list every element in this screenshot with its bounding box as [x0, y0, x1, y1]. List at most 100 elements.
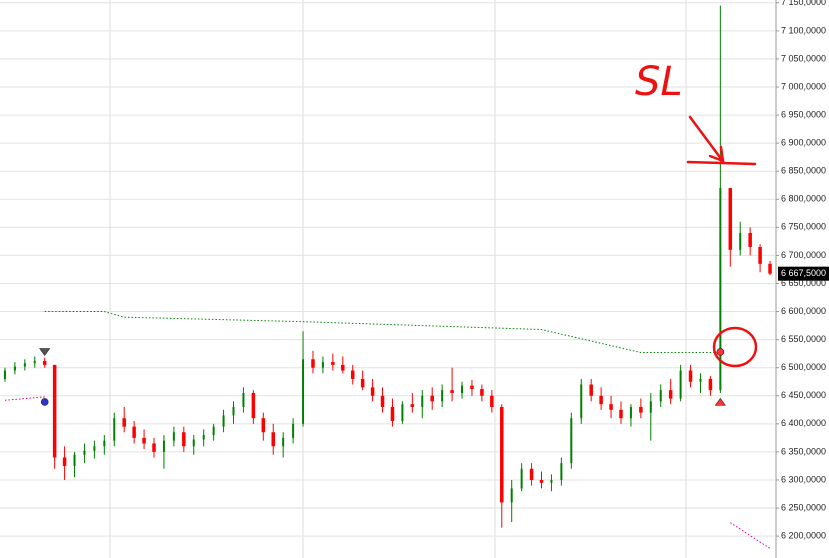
candle-body	[758, 247, 762, 264]
candle-body	[739, 232, 742, 250]
candle-body	[73, 454, 76, 466]
y-tick-label: 6 300,0000	[781, 474, 826, 484]
y-tick-label: 6 750,0000	[781, 222, 826, 232]
candle-body	[172, 432, 175, 441]
candle-body	[668, 390, 673, 399]
candle-body	[748, 232, 752, 248]
candle-body	[282, 437, 285, 447]
arrow	[688, 115, 725, 163]
candle-body	[550, 479, 553, 483]
candle-body	[580, 384, 583, 419]
hand-drawing	[686, 115, 758, 368]
candle-body	[52, 364, 57, 458]
y-tick-label: 6 400,0000	[781, 418, 826, 428]
signal-marker	[714, 397, 726, 406]
y-tick-label: 6 600,0000	[781, 306, 826, 316]
y-tick-label: 7 150,0000	[781, 0, 826, 7]
candle-body	[441, 390, 444, 402]
candle-body	[202, 435, 205, 440]
candle-body	[768, 263, 772, 274]
candle-body	[122, 418, 126, 427]
candle-body	[570, 418, 573, 464]
candle-body	[470, 385, 474, 390]
candle-body	[619, 409, 623, 419]
y-tick-label: 6 350,0000	[781, 446, 826, 456]
candle-body	[42, 360, 47, 365]
candle-body	[490, 395, 494, 407]
candle-body	[182, 432, 186, 447]
indicator-line	[730, 522, 771, 549]
indicator-line	[4, 396, 45, 401]
candle-body	[629, 406, 632, 419]
candle-body	[410, 404, 415, 407]
y-tick-label: 6 250,0000	[781, 502, 826, 512]
candle-body	[261, 418, 266, 433]
candle-body	[13, 366, 16, 371]
candle-body	[609, 404, 613, 410]
candle-body	[659, 390, 662, 402]
candle-body	[292, 423, 295, 438]
candle-body	[222, 415, 225, 427]
y-tick-label: 6 950,0000	[781, 109, 826, 119]
y-tick-label: 6 500,0000	[781, 362, 826, 372]
candle-body	[192, 439, 195, 447]
y-tick-label: 6 800,0000	[781, 194, 826, 204]
candle-body	[679, 370, 682, 399]
candle-body	[302, 359, 305, 424]
candle-body	[450, 390, 454, 393]
sl-line	[686, 160, 757, 166]
indicator-line	[44, 311, 721, 354]
candle-body	[461, 385, 464, 393]
candle-body	[152, 443, 156, 452]
candle-body	[699, 378, 702, 382]
candle-body	[510, 488, 513, 503]
candle-body	[430, 395, 434, 402]
last-price-box	[778, 266, 829, 281]
candle-body	[589, 384, 593, 396]
candle-body	[370, 387, 375, 396]
candle-body	[708, 378, 713, 391]
candle-body	[341, 364, 345, 371]
candle-body	[113, 418, 116, 441]
y-tick-label: 7 100,0000	[781, 25, 826, 35]
candle-body	[251, 392, 256, 419]
y-tick-label: 6 900,0000	[781, 138, 826, 148]
candle-body	[360, 378, 365, 388]
candle-body	[480, 389, 484, 396]
time-grid	[109, 0, 687, 558]
candle-body	[23, 363, 26, 367]
signal-marker	[716, 348, 725, 356]
candle-body	[331, 362, 335, 365]
last-price-label: 6 667,5000	[781, 268, 826, 278]
candle-body	[103, 440, 106, 447]
signal-marker	[39, 348, 51, 357]
candle-body	[560, 463, 563, 480]
y-tick-label: 6 450,0000	[781, 390, 826, 400]
candle-body	[500, 406, 504, 503]
candle-body	[242, 392, 245, 407]
candle-body	[232, 406, 235, 416]
candle-body	[529, 468, 534, 480]
candle-body	[390, 406, 395, 422]
candle-body	[719, 188, 722, 391]
candle-body	[599, 395, 603, 405]
candle-body	[520, 468, 523, 489]
candle-body	[142, 437, 146, 444]
candle-body	[162, 440, 165, 452]
candle-body	[639, 406, 643, 413]
candle-body	[401, 404, 404, 422]
candle-body	[33, 360, 36, 364]
candle-body	[311, 359, 315, 368]
candle-body	[321, 362, 324, 368]
y-tick-label: 6 550,0000	[781, 334, 826, 344]
y-tick-label: 6 850,0000	[781, 166, 826, 176]
candle-body	[688, 370, 693, 382]
candle-body	[212, 426, 215, 436]
candle-body	[380, 395, 385, 407]
candle-body	[728, 188, 733, 250]
y-tick-label: 7 050,0000	[781, 53, 826, 63]
candle-body	[83, 450, 86, 455]
